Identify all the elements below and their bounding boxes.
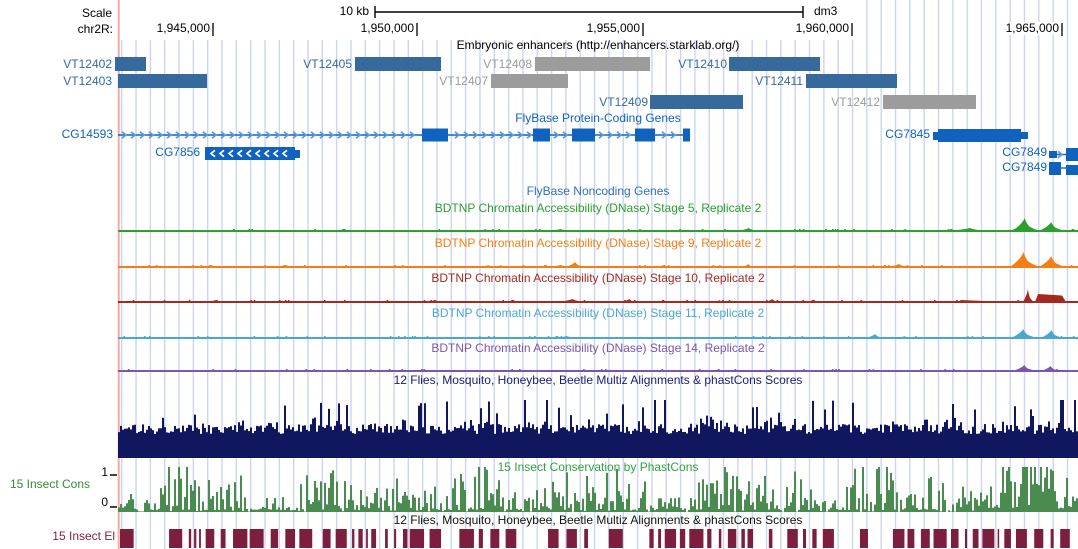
track-title-dnase-stage10: BDTNP Chromatin Accessibility (DNase) St… <box>431 271 765 285</box>
gene-label-CG14593[interactable]: CG14593 <box>61 127 113 141</box>
ruler-tick-label: 1,945,000 <box>155 21 211 35</box>
track-title-dnase-stage14: BDTNP Chromatin Accessibility (DNase) St… <box>431 341 765 355</box>
track-title-multiz: 12 Flies, Mosquito, Honeybee, Beetle Mul… <box>393 373 803 387</box>
enhancer-box-VT12403[interactable] <box>118 74 207 88</box>
track-title-noncoding-genes: FlyBase Noncoding Genes <box>526 184 670 198</box>
chromosome-label: chr2R: <box>77 22 113 36</box>
enhancer-label-VT12408[interactable]: VT12408 <box>483 57 532 71</box>
grid-lines <box>120 0 1069 549</box>
enhancer-box-VT12411[interactable] <box>806 74 897 88</box>
enhancer-box-VT12405[interactable] <box>355 57 441 71</box>
dnase-signal-track-2[interactable] <box>118 289 1078 303</box>
track-title-elements: 12 Flies, Mosquito, Honeybee, Beetle Mul… <box>393 513 803 527</box>
enhancer-box-VT12402[interactable] <box>115 57 146 71</box>
enhancer-label-VT12402[interactable]: VT12402 <box>63 57 112 71</box>
conservation-axis-max: 1 <box>101 465 108 479</box>
gene-label-CG7845[interactable]: CG7845 <box>885 127 930 141</box>
enhancer-label-VT12412[interactable]: VT12412 <box>831 95 880 109</box>
ruler-tick-label: 1,965,000 <box>1004 21 1060 35</box>
conservation-axis-min: 0 <box>101 495 108 509</box>
track-title-coding-genes: FlyBase Protein-Coding Genes <box>515 111 681 125</box>
scale-row-label: Scale <box>81 6 112 20</box>
conservation-track[interactable] <box>110 467 1078 512</box>
enhancer-label-VT12411[interactable]: VT12411 <box>755 74 803 88</box>
enhancer-box-VT12408[interactable] <box>535 57 650 71</box>
enhancer-label-VT12403[interactable]: VT12403 <box>63 74 112 88</box>
track-title-dnase-stage11: BDTNP Chromatin Accessibility (DNase) St… <box>431 306 765 320</box>
conserved-elements-track[interactable] <box>120 529 1070 548</box>
dnase-signal-track-1[interactable] <box>118 252 1078 268</box>
dnase-signal-track-0[interactable] <box>118 218 1078 232</box>
dnase-signal-track-3[interactable] <box>118 329 1078 339</box>
scale-bar-label: 10 kb <box>338 4 370 18</box>
gene-model-CG7845[interactable] <box>933 129 1028 142</box>
assembly-label: dm3 <box>813 4 839 18</box>
ruler-tick-label: 1,960,000 <box>794 21 850 35</box>
gene-label-CG7856[interactable]: CG7856 <box>155 145 200 159</box>
enhancers-track[interactable] <box>115 57 976 109</box>
ruler-tick-label: 1,955,000 <box>585 21 641 35</box>
elements-track-label[interactable]: 15 Insect El <box>52 529 115 543</box>
gene-model-CG7849-a[interactable] <box>1049 148 1078 161</box>
enhancer-box-VT12412[interactable] <box>883 95 976 109</box>
gene-model-CG14593[interactable] <box>118 128 690 142</box>
enhancer-box-VT12407[interactable] <box>491 74 568 88</box>
ruler <box>212 6 1063 36</box>
gene-label-CG7849-b[interactable]: CG7849 <box>1002 160 1047 174</box>
track-title-dnase-stage9: BDTNP Chromatin Accessibility (DNase) St… <box>434 236 762 250</box>
enhancer-label-VT12410[interactable]: VT12410 <box>678 57 727 71</box>
coding-genes-track[interactable] <box>118 128 1078 176</box>
enhancer-label-VT12405[interactable]: VT12405 <box>303 57 352 71</box>
gene-model-CG7849-b[interactable] <box>1049 162 1078 175</box>
ruler-tick-label: 1,950,000 <box>359 21 415 35</box>
enhancer-label-VT12407[interactable]: VT12407 <box>439 74 488 88</box>
multiz-alignment-track[interactable] <box>118 400 1078 458</box>
enhancer-box-VT12409[interactable] <box>650 95 743 109</box>
track-title-conservation: 15 Insect Conservation by PhastCons <box>497 460 699 474</box>
conservation-track-label[interactable]: 15 Insect Cons <box>9 477 90 491</box>
track-title-enhancers: Embryonic enhancers (http://enhancers.st… <box>456 38 740 52</box>
enhancer-label-VT12409[interactable]: VT12409 <box>599 95 648 109</box>
track-title-dnase-stage5: BDTNP Chromatin Accessibility (DNase) St… <box>434 201 762 215</box>
enhancer-box-VT12410[interactable] <box>729 57 820 71</box>
gene-label-CG7849-a[interactable]: CG7849 <box>1002 145 1047 159</box>
dnase-signal-track-4[interactable] <box>118 365 1078 372</box>
gene-model-CG7856[interactable] <box>205 147 300 160</box>
